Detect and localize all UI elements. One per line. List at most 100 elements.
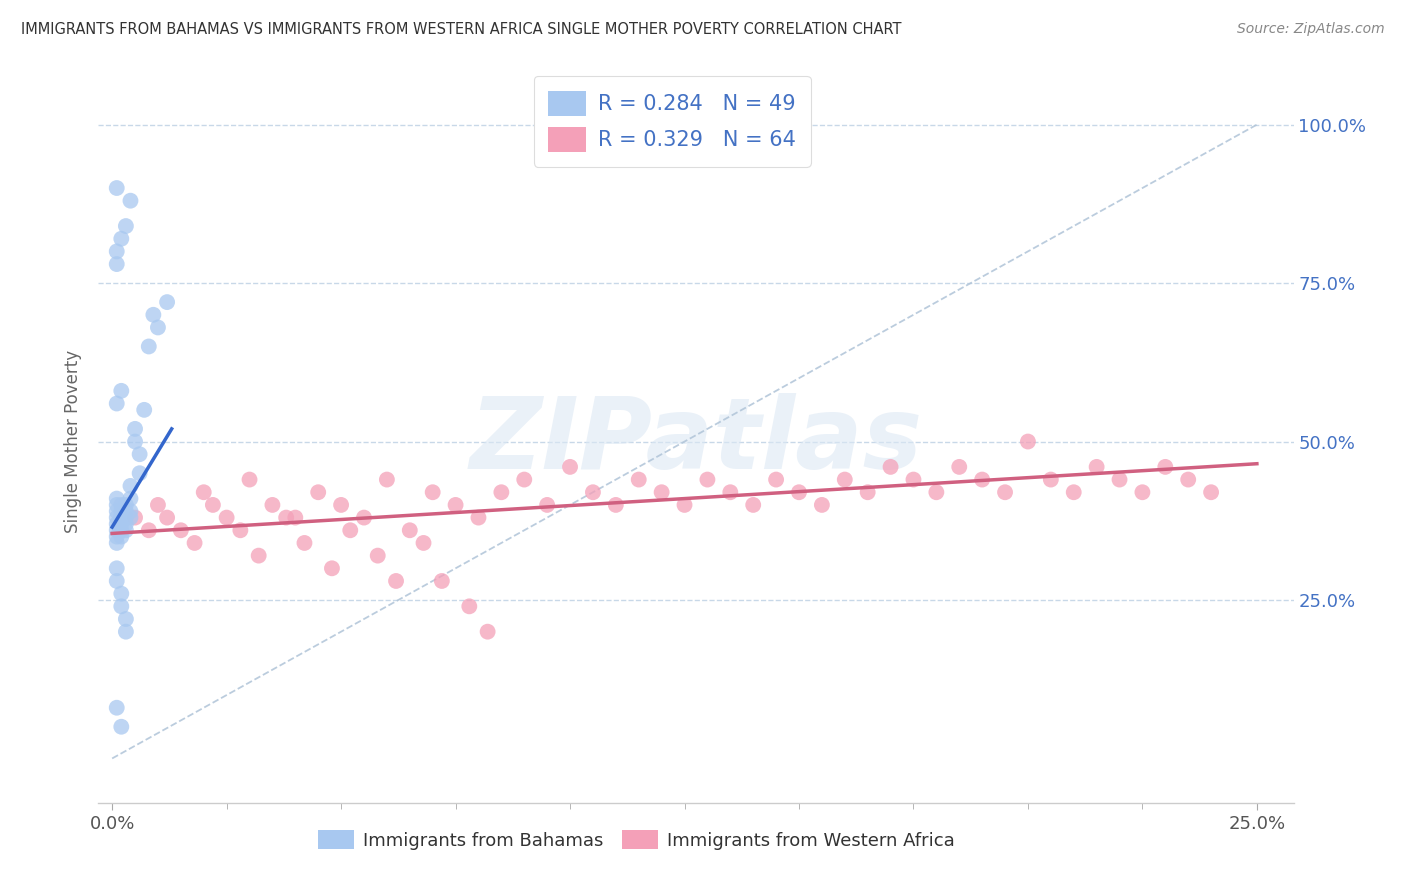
Point <box>146 320 169 334</box>
Point <box>1039 473 1062 487</box>
Point <box>124 422 146 436</box>
Point <box>138 523 160 537</box>
Point <box>120 194 142 208</box>
Point <box>1154 459 1177 474</box>
Point <box>105 257 128 271</box>
Point <box>1108 473 1130 487</box>
Point <box>156 295 179 310</box>
Y-axis label: Single Mother Poverty: Single Mother Poverty <box>65 350 83 533</box>
Point <box>105 181 128 195</box>
Point <box>1177 473 1199 487</box>
Text: IMMIGRANTS FROM BAHAMAS VS IMMIGRANTS FROM WESTERN AFRICA SINGLE MOTHER POVERTY : IMMIGRANTS FROM BAHAMAS VS IMMIGRANTS FR… <box>21 22 901 37</box>
Point <box>110 720 132 734</box>
Point <box>183 536 205 550</box>
Point <box>170 523 193 537</box>
Point <box>105 530 128 544</box>
Point <box>1017 434 1039 449</box>
Point <box>201 498 224 512</box>
Text: ZIPatlas: ZIPatlas <box>470 393 922 490</box>
Point <box>110 523 132 537</box>
Point <box>925 485 948 500</box>
Point <box>385 574 408 588</box>
Point <box>115 498 138 512</box>
Point <box>124 510 146 524</box>
Point <box>105 700 128 714</box>
Point <box>903 473 925 487</box>
Point <box>330 498 353 512</box>
Point <box>110 530 132 544</box>
Point <box>105 536 128 550</box>
Point <box>105 504 128 518</box>
Point <box>115 504 138 518</box>
Point <box>115 516 138 531</box>
Point <box>1063 485 1085 500</box>
Point <box>138 339 160 353</box>
Point <box>110 498 132 512</box>
Point <box>262 498 284 512</box>
Point <box>307 485 329 500</box>
Point <box>120 491 142 506</box>
Point <box>276 510 298 524</box>
Point <box>430 574 453 588</box>
Point <box>229 523 252 537</box>
Point <box>367 549 389 563</box>
Point <box>124 434 146 449</box>
Point <box>110 587 132 601</box>
Point <box>105 498 128 512</box>
Point <box>146 498 169 512</box>
Point <box>142 308 165 322</box>
Point <box>110 384 132 398</box>
Point <box>582 485 605 500</box>
Point <box>120 479 142 493</box>
Point <box>444 498 467 512</box>
Point <box>718 485 741 500</box>
Point <box>467 510 489 524</box>
Point <box>105 510 128 524</box>
Point <box>1199 485 1222 500</box>
Point <box>536 498 558 512</box>
Point <box>673 498 696 512</box>
Point <box>284 510 307 524</box>
Point <box>156 510 179 524</box>
Point <box>1085 459 1108 474</box>
Point <box>353 510 375 524</box>
Point <box>110 504 132 518</box>
Point <box>627 473 650 487</box>
Point <box>811 498 834 512</box>
Point <box>651 485 673 500</box>
Point <box>696 473 718 487</box>
Point <box>134 402 156 417</box>
Point <box>339 523 361 537</box>
Point <box>215 510 238 524</box>
Point <box>247 549 270 563</box>
Point <box>513 473 536 487</box>
Point <box>294 536 316 550</box>
Point <box>948 459 970 474</box>
Point <box>238 473 260 487</box>
Point <box>105 574 128 588</box>
Point <box>105 244 128 259</box>
Point <box>115 624 138 639</box>
Text: Source: ZipAtlas.com: Source: ZipAtlas.com <box>1237 22 1385 37</box>
Point <box>128 467 150 481</box>
Point <box>375 473 398 487</box>
Point <box>115 523 138 537</box>
Point <box>605 498 627 512</box>
Point <box>972 473 994 487</box>
Point <box>742 498 765 512</box>
Point <box>458 599 481 614</box>
Point <box>1132 485 1154 500</box>
Point <box>115 219 138 233</box>
Point <box>105 396 128 410</box>
Point <box>120 510 142 524</box>
Point <box>398 523 420 537</box>
Point <box>128 447 150 461</box>
Point <box>787 485 810 500</box>
Point <box>834 473 856 487</box>
Point <box>105 516 128 531</box>
Point <box>110 510 132 524</box>
Point <box>115 510 138 524</box>
Point <box>115 612 138 626</box>
Legend: Immigrants from Bahamas, Immigrants from Western Africa: Immigrants from Bahamas, Immigrants from… <box>309 822 963 859</box>
Point <box>110 510 132 524</box>
